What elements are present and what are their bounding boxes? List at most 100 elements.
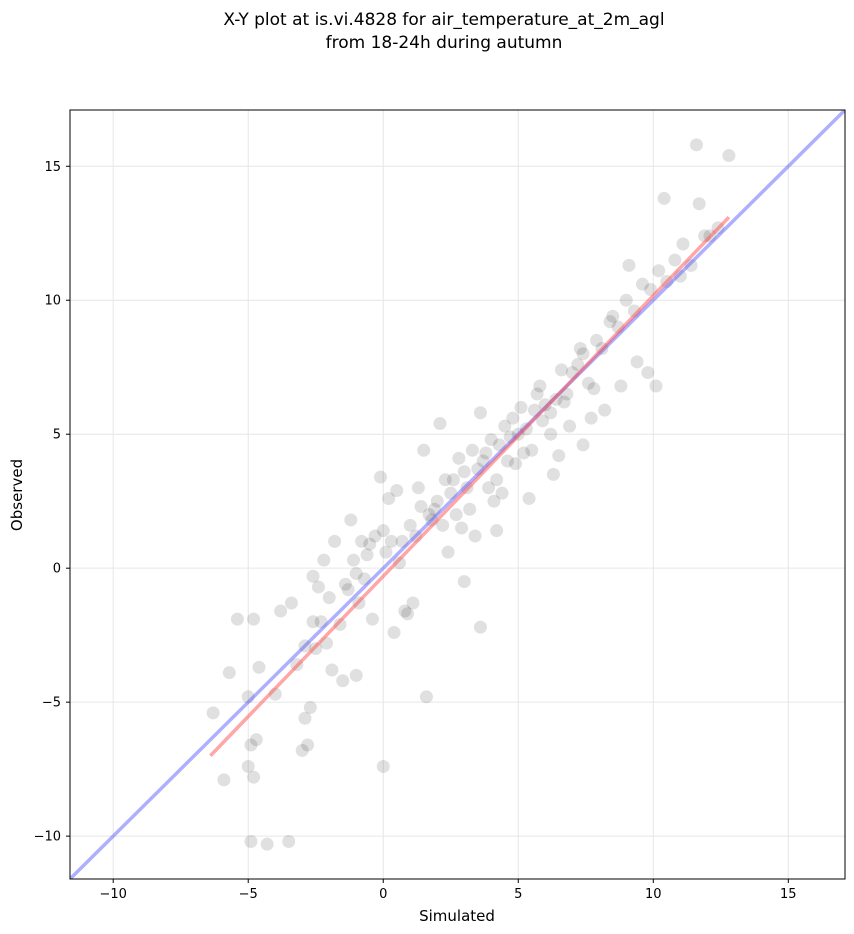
scatter-point	[692, 197, 706, 211]
scatter-point	[573, 341, 587, 355]
scatter-point	[284, 596, 298, 610]
scatter-point	[363, 537, 377, 551]
scatter-point	[379, 545, 393, 559]
scatter-point	[457, 465, 471, 479]
scatter-point	[614, 379, 628, 393]
y-tick-label: −5	[42, 696, 61, 711]
scatter-point	[557, 395, 571, 409]
scatter-point	[498, 419, 512, 433]
scatter-point	[419, 690, 433, 704]
scatter-point	[509, 457, 523, 471]
identity-line	[70, 110, 845, 879]
scatter-point	[571, 358, 585, 372]
scatter-point	[217, 773, 231, 787]
scatter-point	[517, 446, 531, 460]
scatter-point	[476, 454, 490, 468]
scatter-point	[500, 454, 514, 468]
scatter-point	[247, 770, 261, 784]
scatter-point	[417, 443, 431, 457]
scatter-point	[303, 701, 317, 715]
scatter-point	[384, 534, 398, 548]
scatter-point	[657, 191, 671, 205]
scatter-point	[382, 492, 396, 506]
regression-line	[209, 215, 731, 757]
scatter-point	[473, 620, 487, 634]
scatter-point	[328, 534, 342, 548]
y-tick-label: −10	[34, 830, 61, 845]
scatter-point	[473, 406, 487, 420]
x-tick-label: 5	[514, 887, 522, 902]
scatter-point	[398, 604, 412, 618]
scatter-point	[533, 379, 547, 393]
scatter-point	[484, 433, 498, 447]
scatter-point	[525, 443, 539, 457]
scatter-point	[581, 376, 595, 390]
lines-layer	[70, 110, 845, 879]
scatter-point	[230, 612, 244, 626]
scatter-point	[603, 315, 617, 329]
scatter-point	[514, 400, 528, 414]
scatter-point	[387, 625, 401, 639]
scatter-point	[722, 149, 736, 163]
scatter-point	[619, 293, 633, 307]
scatter-point	[298, 639, 312, 653]
scatter-point	[403, 518, 417, 532]
scatter-point	[492, 438, 506, 452]
scatter-point	[368, 529, 382, 543]
scatter-point	[479, 446, 493, 460]
scatter-point	[222, 666, 236, 680]
scatter-point	[433, 416, 447, 430]
scatter-point	[652, 264, 666, 278]
grid-layer	[70, 110, 845, 879]
scatter-point	[463, 502, 477, 516]
scatter-point	[260, 837, 274, 851]
scatter-point	[298, 711, 312, 725]
scatter-point	[349, 668, 363, 682]
scatter-point	[576, 438, 590, 452]
scatter-point	[336, 674, 350, 688]
scatter-point	[576, 347, 590, 361]
scatter-point	[376, 759, 390, 773]
scatter-point	[365, 612, 379, 626]
scatter-point	[376, 524, 390, 538]
scatter-point	[530, 387, 544, 401]
scatter-point	[274, 604, 288, 618]
scatter-point	[244, 738, 258, 752]
scatter-point	[506, 411, 520, 425]
scatter-point	[206, 706, 220, 720]
scatter-point	[544, 427, 558, 441]
scatter-point	[347, 553, 361, 567]
scatter-point	[314, 615, 328, 629]
scatter-point	[317, 553, 331, 567]
scatter-point	[444, 486, 458, 500]
points-layer	[206, 138, 736, 851]
ticks-layer: −10 −5 0 5 10 15 −10 −5 0 5 10 15	[34, 160, 797, 902]
scatter-point	[490, 524, 504, 538]
scatter-point	[395, 534, 409, 548]
scatter-point	[306, 569, 320, 583]
scatter-point	[554, 363, 568, 377]
scatter-point	[536, 414, 550, 428]
scatter-point	[546, 467, 560, 481]
scatter-point	[590, 333, 604, 347]
scatter-point	[349, 567, 363, 581]
scatter-point	[487, 494, 501, 508]
x-tick-label: 0	[379, 887, 387, 902]
scatter-point	[357, 572, 371, 586]
scatter-point	[587, 382, 601, 396]
scatter-point	[441, 545, 455, 559]
chart-title-line2: from 18-24h during autumn	[325, 33, 563, 53]
scatter-point	[436, 518, 450, 532]
scatter-point	[241, 759, 255, 773]
scatter-point	[465, 443, 479, 457]
scatter-point	[468, 529, 482, 543]
scatter-point	[482, 481, 496, 495]
scatter-point	[360, 548, 374, 562]
scatter-point	[649, 379, 663, 393]
scatter-point	[374, 470, 388, 484]
y-tick-label: 15	[44, 160, 61, 175]
chart-title-line1: X-Y plot at is.vi.4828 for air_temperatu…	[223, 10, 665, 30]
y-axis-label: Observed	[8, 459, 26, 531]
scatter-point	[322, 591, 336, 605]
scatter-point	[325, 663, 339, 677]
